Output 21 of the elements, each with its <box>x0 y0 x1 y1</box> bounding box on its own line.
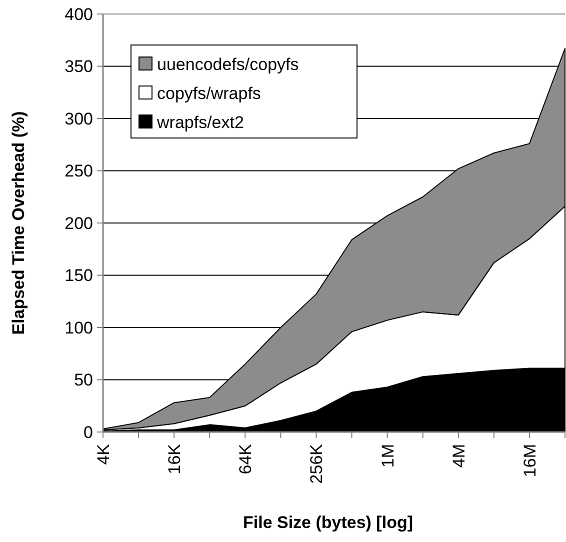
x-tick-label: 4K <box>94 443 113 465</box>
y-tick-label: 50 <box>74 370 93 390</box>
y-tick-label: 150 <box>64 266 93 286</box>
x-tick-label: 256K <box>307 443 326 484</box>
y-tick-label: 200 <box>64 214 93 233</box>
y-tick-label: 300 <box>64 109 93 128</box>
x-tick-label: 4M <box>449 444 468 468</box>
x-tick-label: 16K <box>165 443 184 474</box>
x-tick-label: 64K <box>236 443 256 474</box>
y-tick-label: 100 <box>64 318 93 338</box>
legend-label: copyfs/wrapfs <box>157 84 261 103</box>
legend-label: wrapfs/ext2 <box>156 112 244 132</box>
y-tick-label: 400 <box>64 4 93 24</box>
x-tick-label: 1M <box>378 444 398 468</box>
y-axis-title: Elapsed Time Overhead (%) <box>9 111 28 335</box>
y-tick-label: 350 <box>64 57 93 76</box>
legend-label: uuencodefs/copyfs <box>157 54 299 74</box>
x-axis-title: File Size (bytes) [log] <box>242 513 414 532</box>
y-tick-label: 0 <box>84 422 93 442</box>
x-tick-label: 16M <box>520 444 540 478</box>
y-tick-label: 250 <box>64 162 93 181</box>
